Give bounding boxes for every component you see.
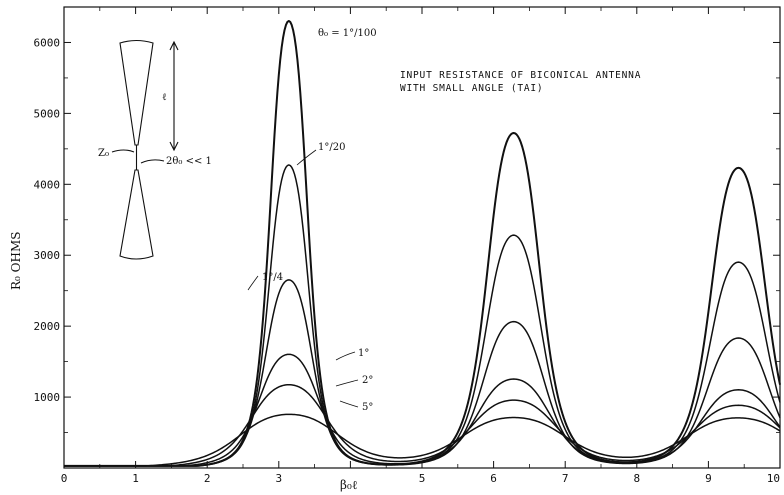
- x-tick-label: 9: [705, 472, 712, 485]
- curve-label-2deg: 2°: [362, 375, 373, 386]
- x-tick-label: 2: [204, 472, 211, 485]
- antenna-inset: [111, 39, 179, 260]
- x-tick-label: 0: [61, 472, 68, 485]
- label-leaders: [247, 149, 359, 408]
- series-line-4: [64, 383, 781, 467]
- inset-length-label: ℓ: [162, 92, 167, 103]
- curve-label-1-100: θ₀ = 1°/100: [318, 28, 377, 39]
- length-arrow-bottom: [169, 141, 179, 152]
- x-tick-label: 7: [562, 472, 569, 485]
- y-tick-label: 4000: [34, 178, 61, 191]
- y-tick-label: 3000: [34, 249, 61, 262]
- antenna-lower-cone: [119, 169, 154, 260]
- inset-z0-label: Z₀: [98, 148, 109, 159]
- y-tick-label: 5000: [34, 107, 61, 120]
- axes-group: 0 1 2 3 5 6 7 8 9 10 1000 2000 3000 4000 5000 6000: [34, 6, 781, 485]
- antenna-upper-cone: [119, 39, 154, 146]
- x-tick-label: 1: [132, 472, 139, 485]
- y-tick-label: 2000: [34, 320, 61, 333]
- x-tick-label: 10: [767, 472, 780, 485]
- x-tick-label: 6: [490, 472, 497, 485]
- y-tick-label: 6000: [34, 36, 61, 49]
- angle-pointer: [140, 159, 165, 164]
- x-tick-label: 8: [633, 472, 640, 485]
- series-line-3: [64, 353, 781, 467]
- leader-2deg: [335, 379, 359, 387]
- y-tick-label: 1000: [34, 391, 61, 404]
- curve-label-1deg: 1°: [358, 348, 369, 359]
- x-tick-label: 3: [275, 472, 282, 485]
- chart-title-line1: INPUT RESISTANCE OF BICONICAL ANTENNA: [400, 70, 641, 81]
- leader-1-4: [247, 275, 259, 291]
- leader-5deg: [339, 400, 359, 408]
- z0-pointer: [111, 149, 135, 153]
- chart-title-line2: WITH SMALL ANGLE (TAI): [400, 83, 543, 94]
- leader-1deg: [335, 351, 356, 361]
- series-line-1: [64, 164, 781, 467]
- inset-angle-label: 2θ₀ << 1: [166, 156, 212, 167]
- series-line-2: [64, 279, 781, 467]
- x-tick-label: 5: [419, 472, 426, 485]
- y-axis-label: R₀ OHMS: [9, 232, 23, 290]
- length-arrow-top: [169, 40, 179, 51]
- curve-label-1-20: 1°/20: [318, 142, 345, 153]
- x-axis-label: β₀ℓ: [340, 478, 358, 492]
- series-group: [64, 19, 781, 467]
- curve-label-5deg: 5°: [362, 402, 373, 413]
- series-line-5: [64, 413, 781, 467]
- curve-label-1-4: 1°/4: [262, 272, 283, 283]
- leader-1-20: [296, 149, 317, 166]
